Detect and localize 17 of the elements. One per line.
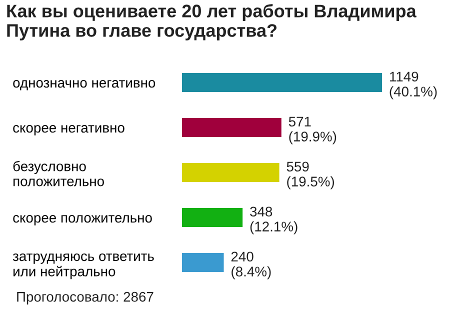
data-label: 571 (19.9%)	[288, 116, 336, 144]
bar	[182, 208, 243, 227]
bar	[182, 118, 282, 137]
y-tick-label: однозначно негативно	[13, 80, 156, 90]
y-tick-label: безусловно положительно	[13, 160, 104, 186]
y-tick-label: скорее негативно	[13, 125, 124, 136]
chart-title: Как вы оцениваете 20 лет работы Владимира Путина во главе государства?	[7, 4, 416, 40]
bar	[182, 163, 280, 182]
data-label: 348 (12.1%)	[250, 206, 298, 234]
data-label: 559 (19.5%)	[286, 162, 334, 190]
data-label: 240 (8.4%)	[231, 252, 271, 280]
y-tick-label: скорее положительно	[13, 215, 152, 226]
data-label: 1149 (40.1%)	[390, 72, 437, 100]
text: Проголосовало: 2867	[17, 292, 154, 304]
bar	[182, 253, 224, 272]
bar	[182, 73, 382, 92]
y-tick-label: затрудняюсь ответить или нейтрально	[12, 253, 154, 280]
